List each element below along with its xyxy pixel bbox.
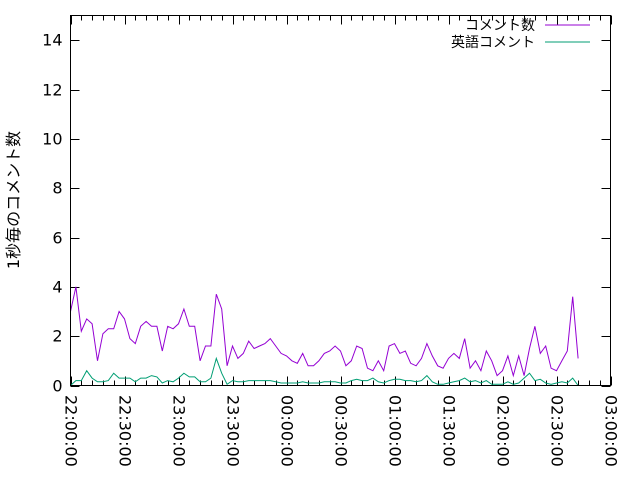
x-tick-label: 01:30:00: [440, 395, 459, 467]
y-tick-label: 10: [42, 130, 62, 149]
y-tick-label: 6: [52, 229, 62, 248]
y-tick-label: 14: [42, 31, 62, 50]
y-tick-label: 0: [52, 377, 62, 396]
x-tick-label: 23:00:00: [170, 395, 189, 467]
y-tick-label: 4: [52, 278, 62, 297]
series-lines: [70, 286, 579, 386]
x-tick-label: 03:00:00: [602, 395, 621, 467]
plot-frame: [70, 15, 611, 386]
y-tick-label: 12: [42, 81, 62, 100]
x-tick-label: 22:00:00: [62, 395, 81, 467]
x-tick-label: 00:00:00: [278, 395, 297, 467]
y-tick-label: 2: [52, 327, 62, 346]
axis-ticks: 0 2 4 6 8 10 12 14 22:00:00 22:30:00 23:00:00 23:30…: [42, 15, 621, 467]
legend-label-1: 英語コメント: [451, 34, 535, 51]
series-line-0: [70, 286, 579, 378]
x-tick-label: 01:00:00: [386, 395, 405, 467]
y-tick-label: 8: [52, 179, 62, 198]
x-tick-label: 02:00:00: [494, 395, 513, 467]
legend: コメント数 英語コメント: [451, 18, 590, 51]
y-axis-label: 1秒毎のコメント数: [4, 131, 23, 269]
legend-label-0: コメント数: [465, 18, 535, 34]
x-tick-label: 22:30:00: [116, 395, 135, 467]
series-line-1: [70, 356, 579, 386]
x-tick-label: 23:30:00: [224, 395, 243, 467]
x-tick-label: 02:30:00: [548, 395, 567, 467]
x-tick-label: 00:30:00: [332, 395, 351, 467]
